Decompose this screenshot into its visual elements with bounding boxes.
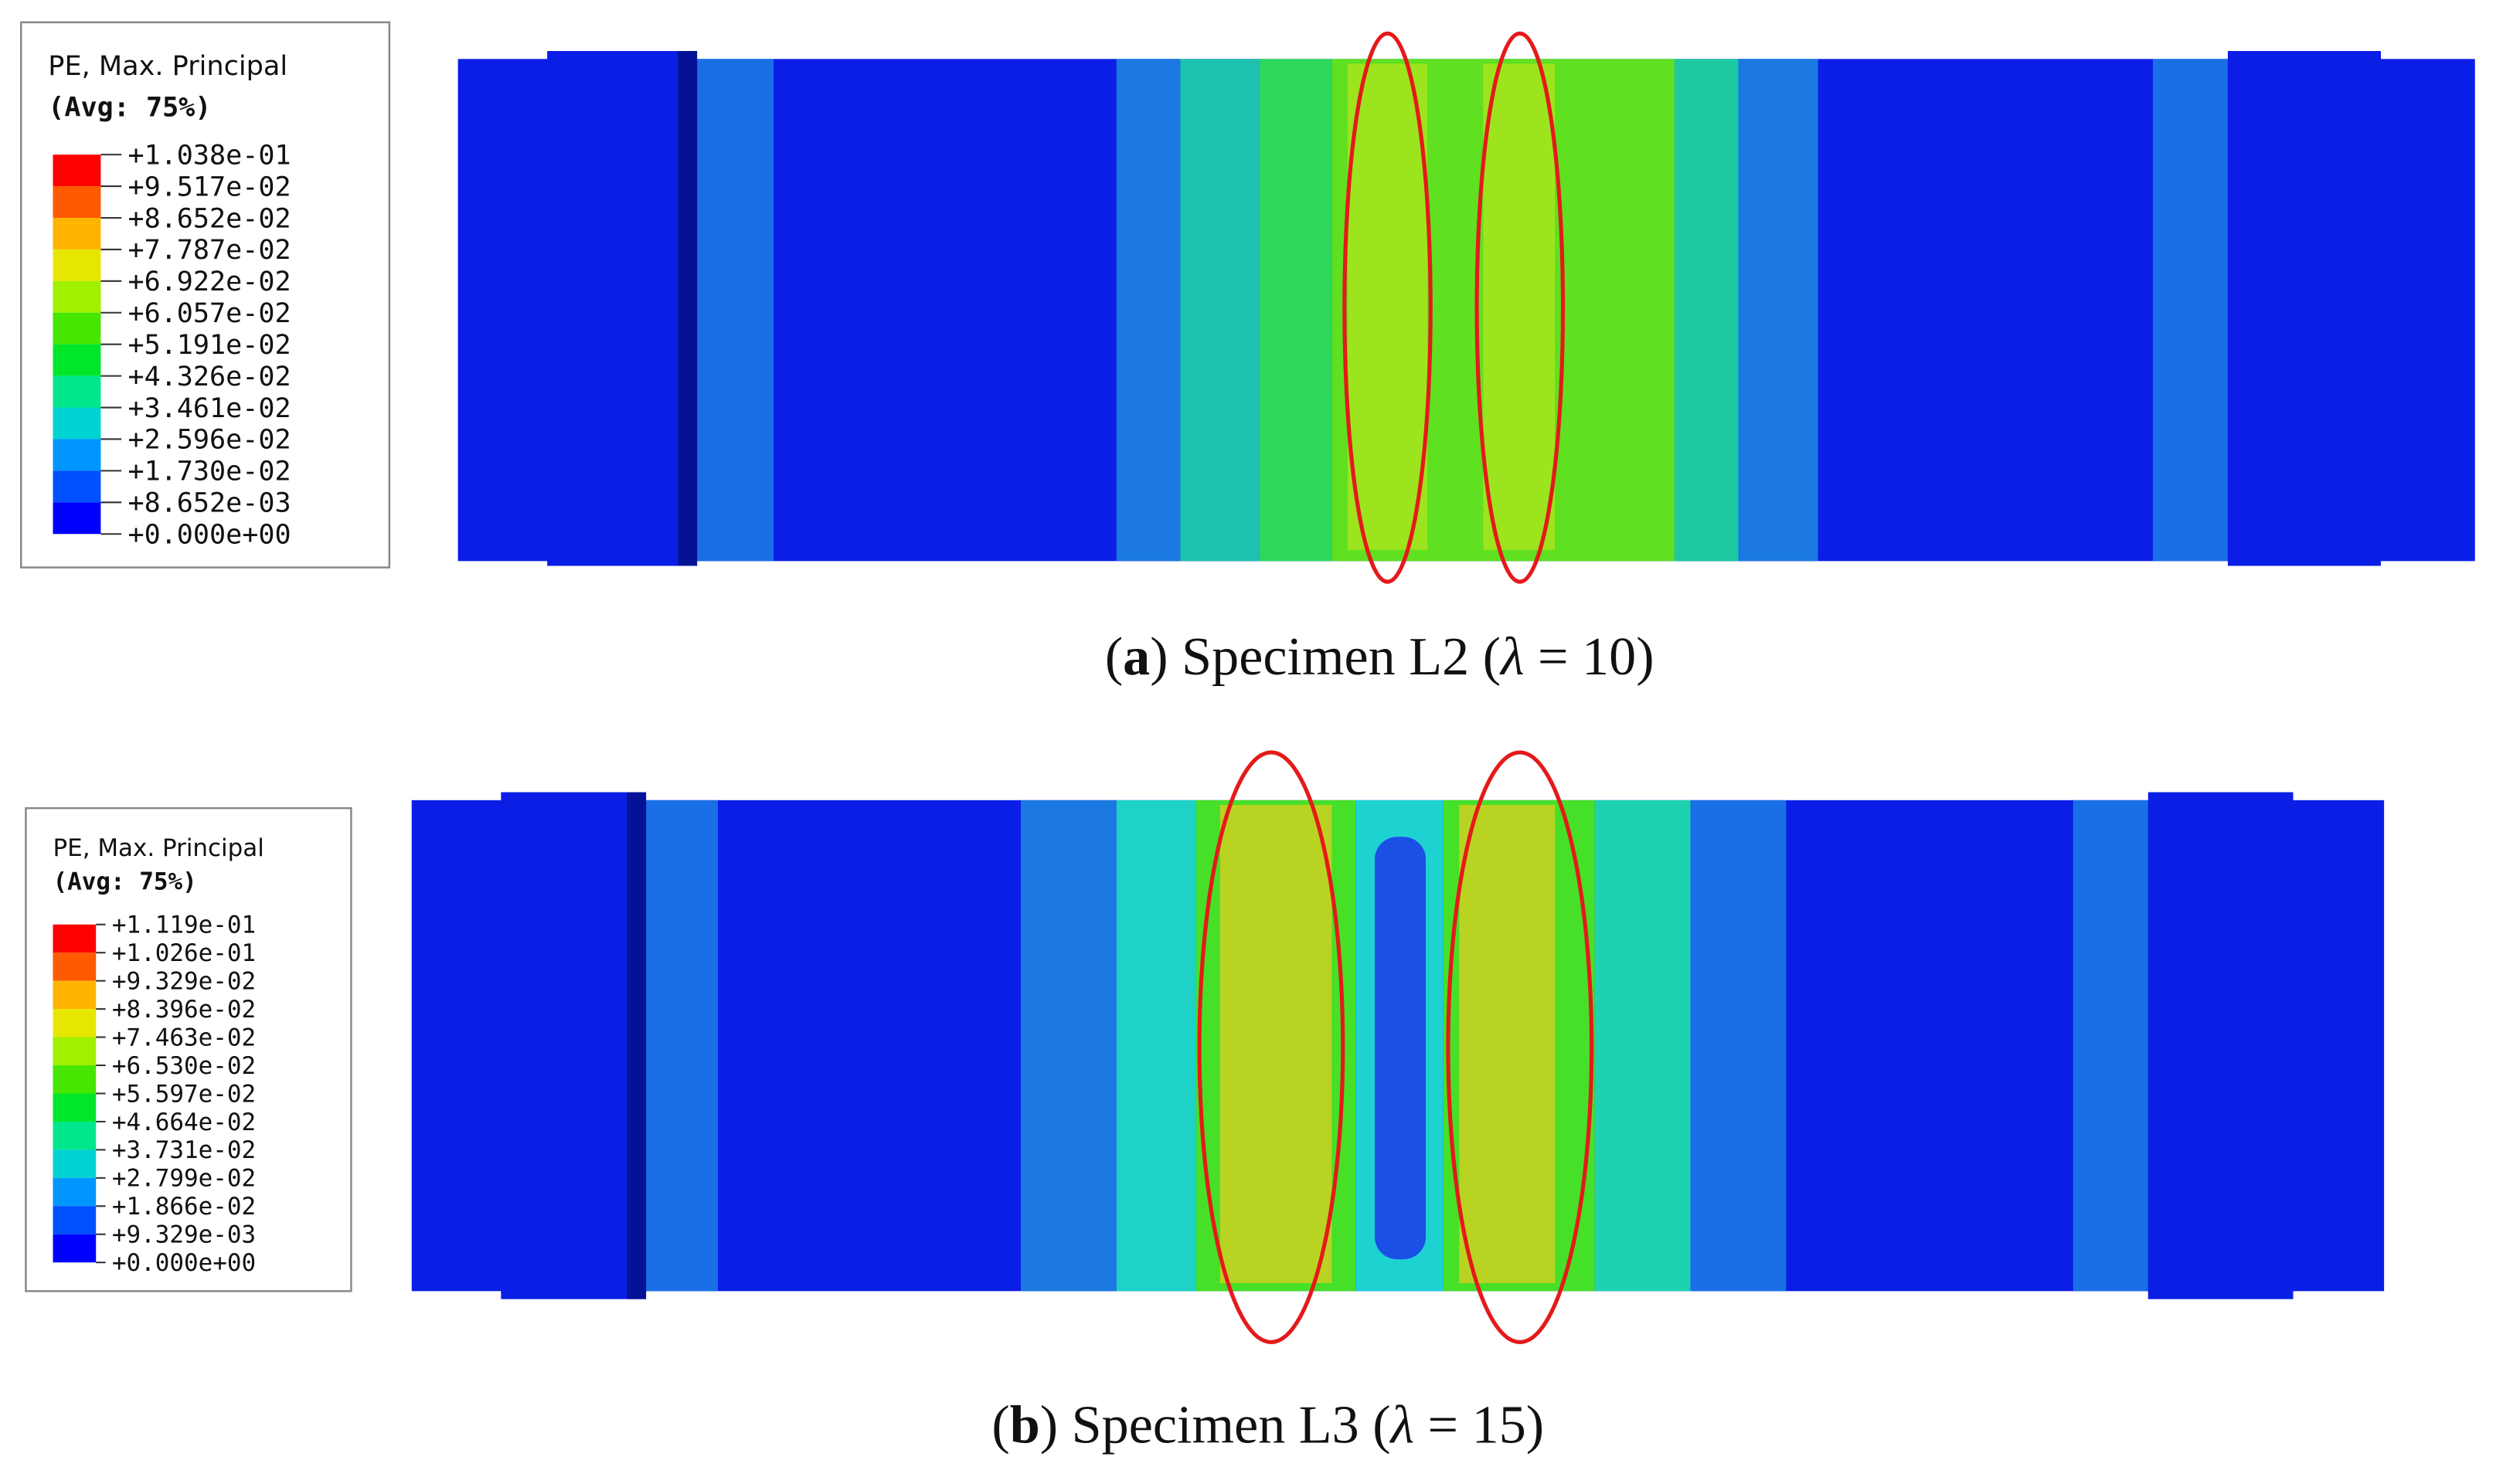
legend-label: +4.664e-02 (112, 1109, 256, 1136)
legend-swatch (53, 186, 101, 218)
caption-part: ) Specimen L2 ( (1150, 627, 1501, 687)
legend-swatch (53, 980, 97, 1010)
legend-swatch (53, 1150, 97, 1178)
caption-part: λ (1389, 1394, 1414, 1455)
caption-part: = 10) (1524, 627, 1654, 687)
legend-swatch (53, 1065, 97, 1094)
legend-label: +0.000e+00 (112, 1249, 256, 1277)
caption-part: b (1010, 1394, 1040, 1455)
caption-part: ( (991, 1394, 1009, 1455)
legend-title: PE, Max. Principal (53, 834, 264, 862)
legend-label: +7.787e-02 (128, 234, 291, 266)
legend-label: +8.396e-02 (112, 996, 256, 1024)
legend-swatch (53, 375, 101, 408)
legend-swatch (53, 924, 97, 953)
legend-swatch (53, 217, 101, 250)
legend-title: PE, Max. Principal (48, 50, 287, 82)
legend-box (19, 21, 391, 569)
caption-part: λ (1499, 627, 1524, 687)
legend-label: +1.730e-02 (128, 456, 291, 487)
legend-swatch (53, 439, 101, 471)
legend-swatch (53, 407, 101, 440)
caption: (a) Specimen L2 (λ = 10) (1105, 627, 1654, 687)
legend-swatch (53, 344, 101, 376)
legend-label: +9.329e-02 (112, 967, 256, 995)
legend-swatch (53, 155, 101, 187)
legend-swatch (53, 1037, 97, 1066)
legend-label: +6.530e-02 (112, 1052, 256, 1080)
legend-label: +3.731e-02 (112, 1136, 256, 1164)
caption: (b) Specimen L3 (λ = 15) (991, 1394, 1544, 1455)
legend-label: +3.461e-02 (128, 392, 291, 424)
legend-label: +7.463e-02 (112, 1024, 256, 1051)
legend-label: +6.922e-02 (128, 266, 291, 297)
legend-swatch (53, 502, 101, 535)
legend-swatch (53, 1009, 97, 1037)
specimen-b (411, 750, 2385, 1344)
legend-label: +0.000e+00 (128, 519, 291, 551)
legend-label: +2.799e-02 (112, 1165, 256, 1193)
caption-part: ( (1105, 627, 1123, 687)
legend-swatch (53, 953, 97, 981)
legend-label: +1.119e-01 (112, 912, 256, 939)
legend-swatch (53, 249, 101, 281)
legend-label: +8.652e-02 (128, 202, 291, 234)
legend-swatch (53, 1093, 97, 1122)
legend-label: +1.026e-01 (112, 939, 256, 967)
legend-swatch (53, 1177, 97, 1207)
legend-label: +8.652e-03 (128, 487, 291, 519)
legend-swatch (53, 470, 101, 503)
caption-part: = 15) (1414, 1394, 1544, 1455)
caption-part: a (1123, 627, 1150, 687)
legend-swatch (53, 1206, 97, 1234)
legend-subtitle: (Avg: 75%) (53, 868, 197, 895)
legend-swatch (53, 1121, 97, 1150)
legend-label: +5.597e-02 (112, 1080, 256, 1108)
legend-subtitle: (Avg: 75%) (48, 92, 211, 124)
legend-label: +5.191e-02 (128, 329, 291, 361)
legend-swatch (53, 280, 101, 313)
legend-swatch (53, 312, 101, 345)
specimen-a (457, 31, 2475, 584)
legend-label: +1.866e-02 (112, 1193, 256, 1221)
legend-label: +6.057e-02 (128, 297, 291, 329)
legend-swatch (53, 1234, 97, 1263)
legend-label: +4.326e-02 (128, 361, 291, 392)
legend-label: +1.038e-01 (128, 139, 291, 171)
legend-label: +9.517e-02 (128, 171, 291, 202)
legend-label: +9.329e-03 (112, 1221, 256, 1249)
legend-label: +2.596e-02 (128, 424, 291, 456)
caption-part: ) Specimen L3 ( (1040, 1394, 1391, 1455)
legend-box (25, 807, 352, 1292)
